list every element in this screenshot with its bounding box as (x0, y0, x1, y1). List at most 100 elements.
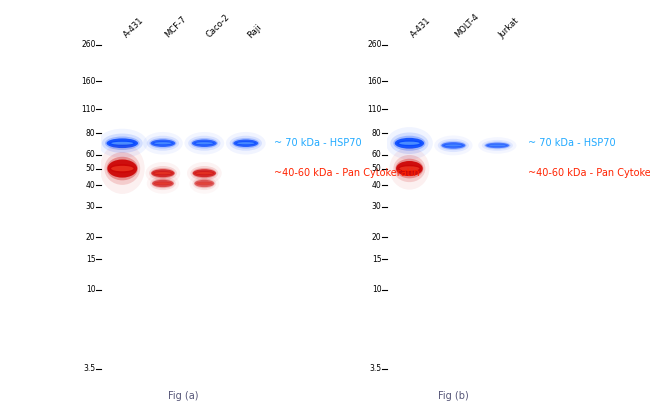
Text: ~ 70 kDa - HSP70: ~ 70 kDa - HSP70 (528, 138, 616, 148)
Text: ~ 70 kDa - HSP70: ~ 70 kDa - HSP70 (274, 138, 362, 148)
Text: 3.5: 3.5 (83, 364, 96, 373)
Ellipse shape (197, 182, 212, 185)
Ellipse shape (398, 165, 421, 172)
Ellipse shape (440, 141, 467, 150)
Ellipse shape (193, 169, 216, 177)
Ellipse shape (229, 136, 262, 151)
Ellipse shape (192, 139, 217, 147)
Ellipse shape (482, 140, 513, 151)
Ellipse shape (97, 129, 148, 158)
Ellipse shape (194, 141, 215, 145)
Ellipse shape (105, 152, 140, 185)
Ellipse shape (196, 172, 213, 175)
Text: 80: 80 (372, 129, 382, 138)
Ellipse shape (399, 142, 420, 145)
Ellipse shape (152, 180, 174, 187)
Text: Fig (b): Fig (b) (438, 391, 469, 401)
Ellipse shape (487, 144, 508, 147)
Ellipse shape (393, 155, 425, 182)
Ellipse shape (192, 177, 216, 190)
Text: 30: 30 (86, 202, 96, 211)
Text: 60: 60 (372, 150, 382, 159)
Text: 60: 60 (86, 150, 96, 159)
Ellipse shape (397, 140, 422, 146)
Ellipse shape (153, 171, 173, 175)
Ellipse shape (151, 168, 175, 179)
Text: 160: 160 (81, 77, 96, 85)
Ellipse shape (445, 145, 462, 147)
Ellipse shape (188, 136, 220, 151)
Ellipse shape (154, 181, 172, 185)
Ellipse shape (393, 136, 426, 151)
Text: 110: 110 (367, 105, 382, 114)
Ellipse shape (111, 142, 133, 145)
Text: 20: 20 (372, 233, 382, 242)
Ellipse shape (237, 142, 255, 144)
Ellipse shape (196, 181, 213, 185)
Text: 80: 80 (86, 129, 96, 138)
Ellipse shape (109, 141, 136, 146)
Ellipse shape (484, 141, 510, 149)
Ellipse shape (486, 143, 510, 148)
Ellipse shape (111, 166, 133, 171)
Ellipse shape (100, 143, 145, 194)
Ellipse shape (399, 166, 419, 171)
Ellipse shape (150, 139, 176, 147)
Ellipse shape (438, 139, 469, 152)
Ellipse shape (441, 142, 465, 149)
Text: Caco-2: Caco-2 (204, 13, 231, 40)
Ellipse shape (107, 160, 137, 178)
Ellipse shape (152, 141, 174, 145)
Text: 110: 110 (81, 105, 96, 114)
Text: MCF-7: MCF-7 (163, 15, 188, 40)
Text: A-431: A-431 (410, 16, 433, 40)
Text: 10: 10 (372, 285, 382, 294)
Text: Fig (a): Fig (a) (168, 391, 199, 401)
Ellipse shape (196, 142, 213, 144)
Ellipse shape (107, 139, 138, 148)
Ellipse shape (232, 138, 259, 149)
Text: 50: 50 (372, 164, 382, 173)
Ellipse shape (443, 144, 463, 147)
Ellipse shape (194, 179, 214, 188)
Ellipse shape (391, 132, 428, 154)
Ellipse shape (396, 161, 422, 176)
Ellipse shape (151, 179, 174, 188)
Text: ~40-60 kDa - Pan Cytokeratin: ~40-60 kDa - Pan Cytokeratin (274, 168, 420, 178)
Ellipse shape (192, 168, 216, 179)
Text: 50: 50 (86, 164, 96, 173)
Ellipse shape (154, 172, 172, 175)
Ellipse shape (151, 169, 174, 177)
Ellipse shape (226, 132, 266, 155)
Text: 3.5: 3.5 (369, 364, 382, 373)
Ellipse shape (143, 132, 183, 155)
Ellipse shape (155, 182, 171, 185)
Ellipse shape (149, 166, 177, 180)
Ellipse shape (154, 142, 172, 144)
Ellipse shape (389, 147, 430, 190)
Text: 260: 260 (367, 40, 382, 49)
Ellipse shape (489, 145, 506, 146)
Text: 10: 10 (86, 285, 96, 294)
Ellipse shape (190, 138, 218, 149)
Text: 40: 40 (372, 181, 382, 190)
Ellipse shape (233, 139, 258, 147)
Text: 160: 160 (367, 77, 382, 85)
Ellipse shape (102, 134, 143, 153)
Ellipse shape (194, 171, 214, 175)
Ellipse shape (107, 157, 138, 180)
Text: 260: 260 (81, 40, 96, 49)
Text: ~40-60 kDa - Pan Cytokeratin: ~40-60 kDa - Pan Cytokeratin (528, 168, 650, 178)
Text: Jurkat: Jurkat (497, 16, 521, 40)
Ellipse shape (110, 164, 135, 173)
Ellipse shape (190, 166, 218, 180)
Text: A-431: A-431 (122, 16, 146, 40)
Text: MOLT-4: MOLT-4 (454, 12, 481, 40)
Ellipse shape (147, 136, 179, 151)
Ellipse shape (395, 138, 424, 149)
Ellipse shape (395, 159, 423, 178)
Text: 15: 15 (86, 255, 96, 264)
Ellipse shape (235, 141, 256, 145)
Ellipse shape (150, 138, 177, 149)
Text: 20: 20 (86, 233, 96, 242)
